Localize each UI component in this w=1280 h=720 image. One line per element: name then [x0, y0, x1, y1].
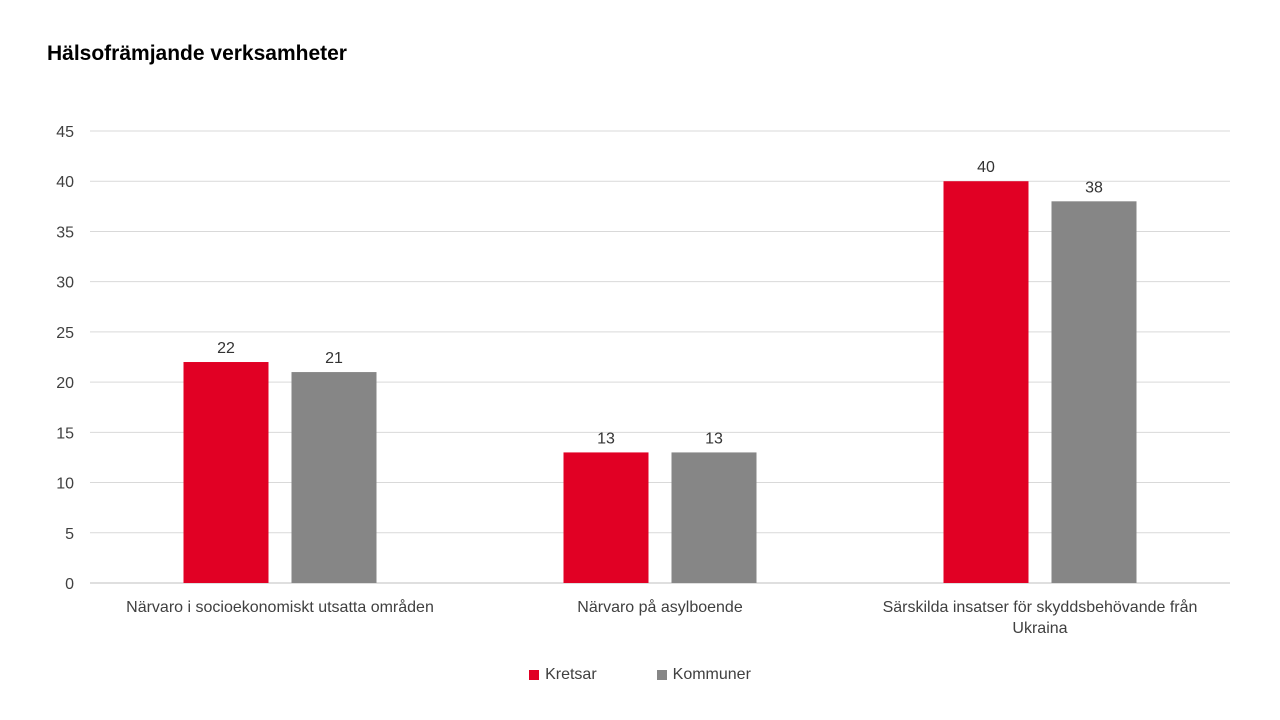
- legend: Kretsar Kommuner: [0, 666, 1280, 684]
- legend-label: Kretsar: [545, 666, 597, 683]
- bar-kommuner: [671, 452, 757, 583]
- bar-kretsar: [563, 452, 649, 583]
- legend-swatch: [529, 670, 540, 680]
- y-tick-label: 15: [56, 425, 74, 442]
- data-label: 13: [597, 430, 615, 447]
- legend-swatch: [656, 670, 667, 680]
- legend-item-kommuner: Kommuner: [656, 666, 751, 684]
- legend-label: Kommuner: [672, 666, 751, 683]
- data-labels: 22 21 13 13 40 38: [217, 159, 1103, 447]
- gridlines: [90, 130, 1230, 584]
- y-tick-label: 30: [56, 275, 74, 292]
- y-tick-label: 20: [56, 375, 74, 392]
- bar-kretsar: [943, 181, 1029, 583]
- y-tick-label: 0: [65, 576, 74, 593]
- y-tick-label: 10: [56, 476, 74, 493]
- x-category-label: Särskilda insatser för skyddsbehövande f…: [883, 598, 1198, 637]
- data-label: 21: [325, 350, 343, 367]
- bar-kretsar: [183, 362, 269, 583]
- y-tick-label: 35: [56, 224, 74, 241]
- y-tick-label: 25: [56, 325, 74, 342]
- bars: [183, 181, 1137, 584]
- data-label: 13: [705, 430, 723, 447]
- legend-item-kretsar: Kretsar: [529, 666, 597, 684]
- y-tick-label: 40: [56, 174, 74, 191]
- x-axis-category-labels: Närvaro i socioekonomiskt utsatta område…: [126, 598, 1197, 637]
- x-category-label: Närvaro på asylboende: [577, 598, 743, 616]
- data-label: 22: [217, 340, 235, 357]
- y-tick-label: 5: [65, 526, 74, 543]
- x-category-label: Närvaro i socioekonomiskt utsatta område…: [126, 598, 434, 616]
- data-label: 38: [1085, 179, 1103, 196]
- chart-title: Hälsofrämjande verksamheter: [47, 42, 347, 65]
- data-label: 40: [977, 159, 995, 176]
- bar-kommuner: [291, 372, 377, 583]
- y-tick-label: 45: [56, 124, 74, 141]
- bar-kommuner: [1051, 201, 1137, 584]
- y-axis-tick-labels: 0 5 10 15 20 25 30 35 40 45: [56, 124, 74, 593]
